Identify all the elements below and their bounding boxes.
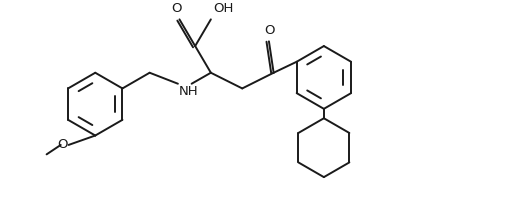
Text: NH: NH [179,85,199,98]
Text: O: O [265,24,275,37]
Text: OH: OH [213,2,233,15]
Text: O: O [57,138,68,152]
Text: O: O [171,2,182,15]
